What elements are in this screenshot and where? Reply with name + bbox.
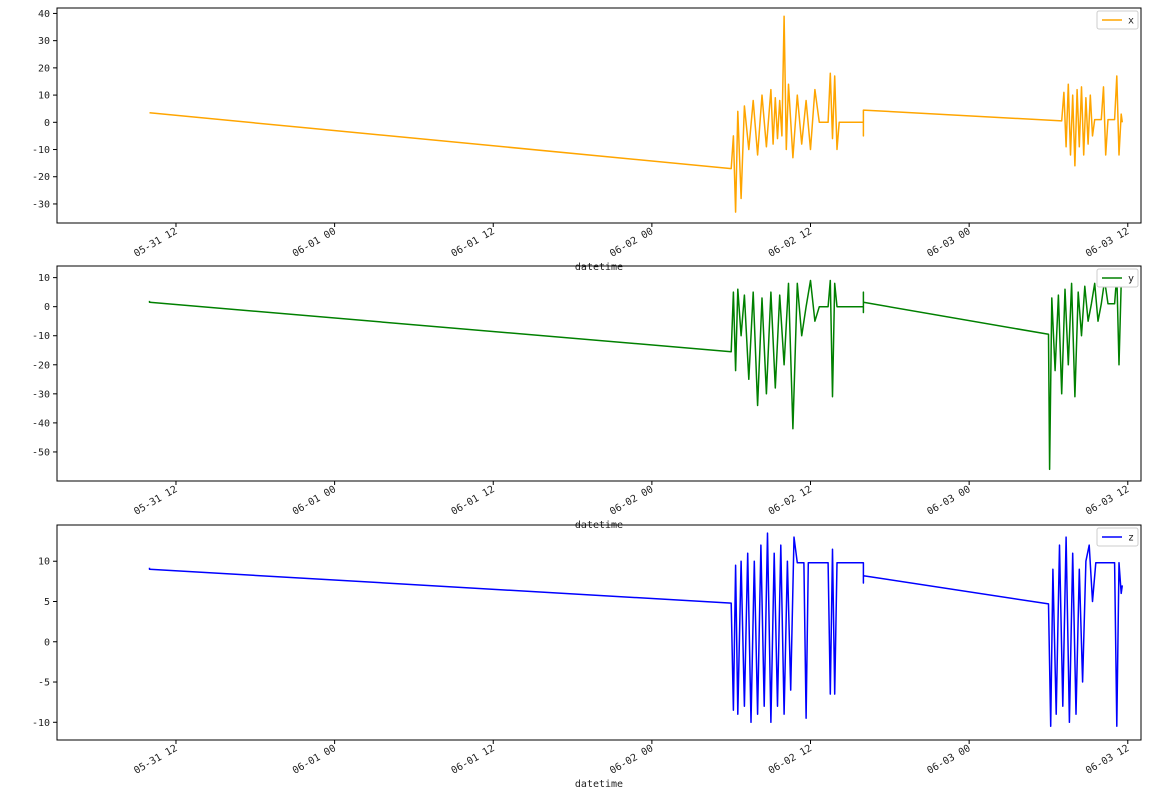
y-tick-label: -20 <box>32 172 50 183</box>
y-tick-label: -5 <box>38 678 50 689</box>
x-tick-label: 06-01 00 <box>291 743 338 777</box>
y-tick-label: 10 <box>38 557 50 568</box>
x-tick-label: 05-31 12 <box>132 743 179 777</box>
series-line-x <box>149 15 1124 213</box>
x-tick-label: 06-01 00 <box>291 484 338 518</box>
legend-label: z <box>1128 533 1134 544</box>
x-tick-label: 06-02 00 <box>608 226 655 260</box>
x-tick-label: 06-01 12 <box>450 484 497 518</box>
legend-label: x <box>1128 16 1134 27</box>
y-tick-label: -30 <box>32 199 50 210</box>
subplot-2: -50 -40 -30 -20 -10 0 10 05-31 12 06-01 00 06-01 … <box>32 265 1142 531</box>
y-tick-label: 20 <box>38 63 50 74</box>
axes-frame <box>56 7 1142 224</box>
legend: x <box>1096 10 1139 30</box>
x-tick-label: 06-03 00 <box>925 484 972 518</box>
x-tick-label: 06-02 12 <box>767 484 814 518</box>
x-axis-label: datetime <box>575 262 623 273</box>
subplot-1: -30 -20 -10 0 10 20 30 40 05-31 12 06-01 00 06-01 … <box>32 7 1142 273</box>
series-line-z <box>148 532 1124 728</box>
y-tick-label: 0 <box>44 118 50 129</box>
y-tick-label: -30 <box>32 389 50 400</box>
x-tick-label: 06-03 12 <box>1084 484 1131 518</box>
x-tick-label: 06-03 00 <box>925 743 972 777</box>
y-tick-label: 5 <box>44 597 50 608</box>
x-tick-label: 06-01 00 <box>291 226 338 260</box>
legend: z <box>1096 527 1139 547</box>
x-tick-label: 05-31 12 <box>132 226 179 260</box>
y-tick-label: 10 <box>38 91 50 102</box>
y-tick-label: -10 <box>32 331 50 342</box>
axes-frame <box>56 265 1142 482</box>
x-tick-label: 06-03 00 <box>925 226 972 260</box>
subplot-3: -10 -5 0 5 10 05-31 12 06-01 00 06-01 12 06-02 0… <box>32 524 1142 790</box>
y-tick-label: -20 <box>32 360 50 371</box>
x-tick-label: 06-02 12 <box>767 743 814 777</box>
x-tick-label: 06-02 00 <box>608 743 655 777</box>
x-tick-label: 05-31 12 <box>132 484 179 518</box>
y-tick-label: -50 <box>32 447 50 458</box>
axes-frame <box>56 524 1142 741</box>
x-tick-label: 06-02 12 <box>767 226 814 260</box>
x-tick-label: 06-03 12 <box>1084 743 1131 777</box>
y-tick-label: 40 <box>38 9 50 20</box>
legend-label: y <box>1128 274 1134 285</box>
y-tick-label: 30 <box>38 36 50 47</box>
legend: y <box>1096 268 1139 288</box>
y-tick-label: -10 <box>32 718 50 729</box>
x-tick-label: 06-03 12 <box>1084 226 1131 260</box>
y-tick-label: -10 <box>32 145 50 156</box>
x-axis-label: datetime <box>575 779 623 790</box>
y-tick-label: -40 <box>32 418 50 429</box>
y-tick-label: 10 <box>38 273 50 284</box>
x-tick-label: 06-01 12 <box>450 743 497 777</box>
series-line-y <box>148 273 1124 471</box>
x-tick-label: 06-02 00 <box>608 484 655 518</box>
y-tick-label: 0 <box>44 637 50 648</box>
y-tick-label: 0 <box>44 302 50 313</box>
x-tick-label: 06-01 12 <box>450 226 497 260</box>
